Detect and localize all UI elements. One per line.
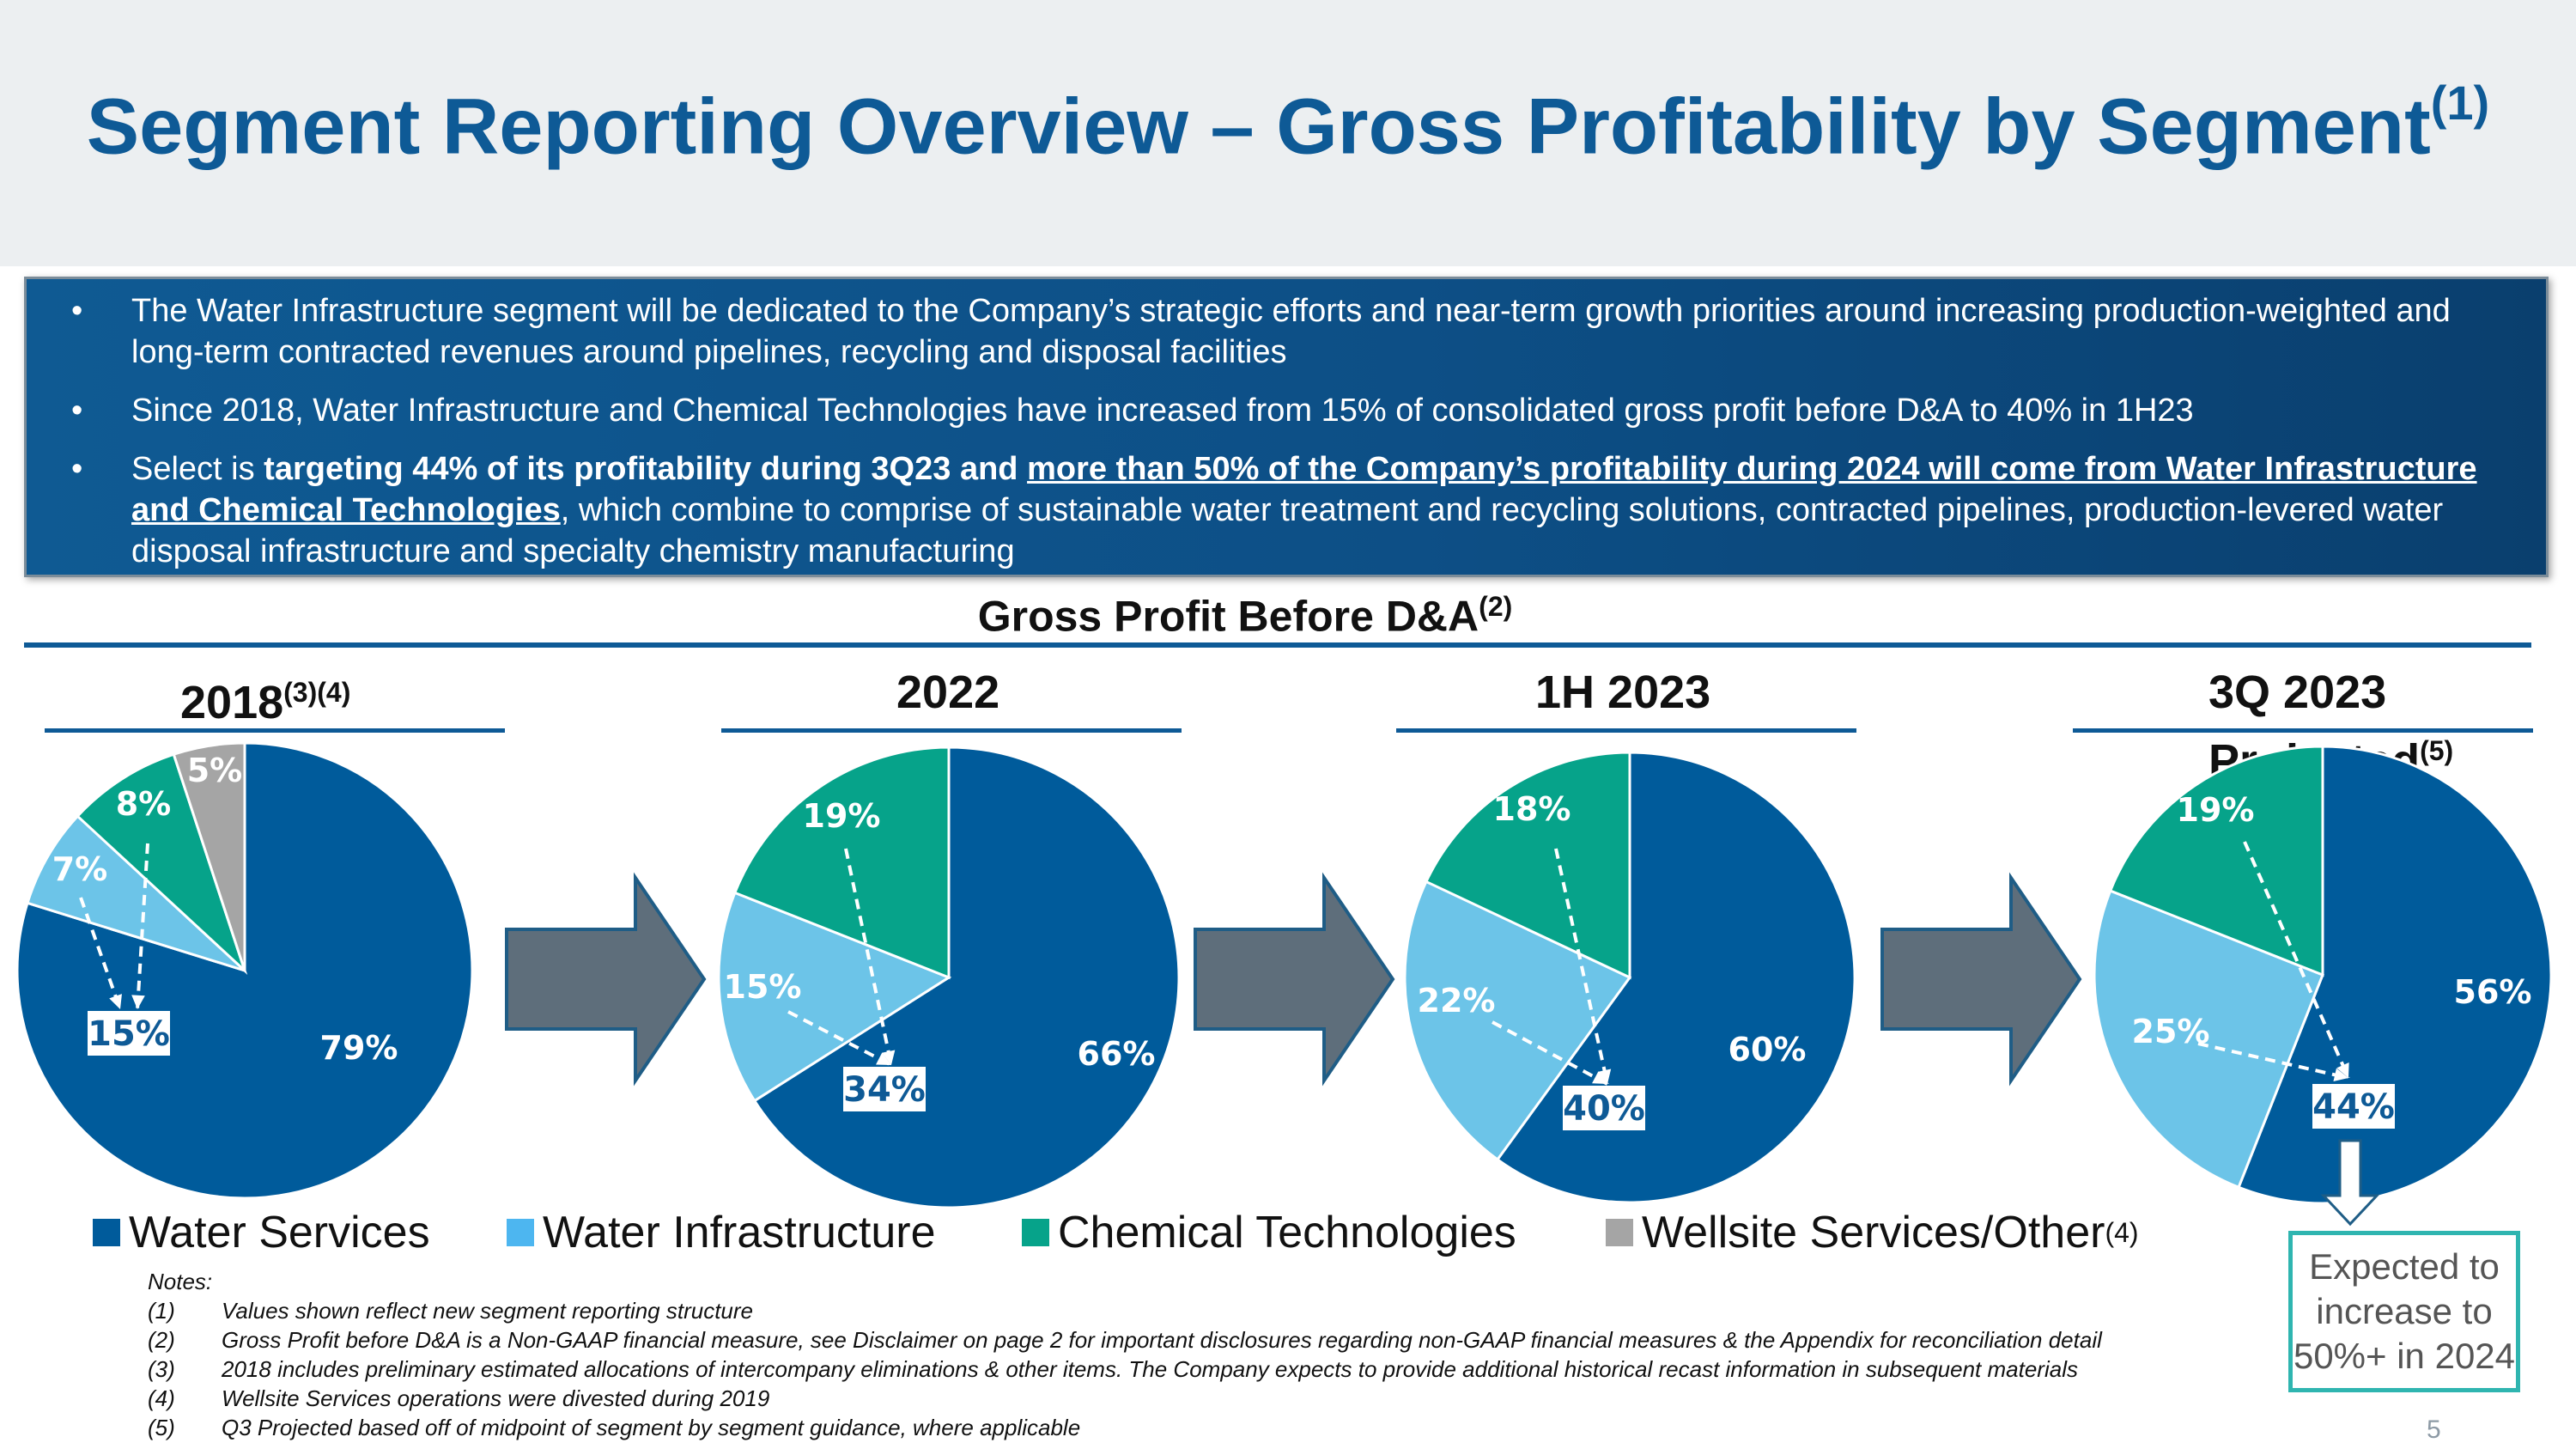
note-2: (2) Gross Profit before D&A is a Non-GAAP…: [148, 1327, 2102, 1353]
combined-label-3: 40%: [1563, 1089, 1645, 1129]
legend-swatch-chemical-technologies: [1022, 1219, 1049, 1246]
period-label-2022: 2022: [896, 667, 1000, 718]
notes-heading: Notes:: [148, 1269, 213, 1294]
pie-slice-water-infrastructure-1: [26, 814, 246, 972]
section-divider: [24, 642, 2531, 648]
slice-label-chemical-technologies-3: 18%: [1493, 790, 1571, 828]
summary-box: • The Water Infrastructure segment will b…: [24, 277, 2549, 577]
note-4: (4) Wellsite Services operations were div…: [148, 1385, 770, 1411]
pie-slice-chemical-technologies-3: [1424, 751, 1631, 980]
header-band: [0, 0, 2576, 266]
connector-arrowhead-4-2: [2336, 1062, 2349, 1078]
slice-label-water-services-4: 56%: [2454, 973, 2532, 1011]
connector-arrowhead-3-1: [1592, 1071, 1607, 1084]
pie-slice-wellsite-1: [172, 741, 246, 971]
legend-wellsite: Wellsite Services/Other (4): [1606, 1207, 2139, 1258]
slice-label-water-services-2: 66%: [1078, 1035, 1156, 1073]
connector-line-3-2: [1554, 848, 1609, 1085]
combined-label-1: 15%: [88, 1014, 170, 1054]
slice-label-water-infrastructure-1: 7%: [52, 850, 108, 888]
bullet-2: • Since 2018, Water Infrastructure and Ch…: [71, 393, 2194, 429]
legend-swatch-water-services: [93, 1219, 120, 1246]
combined-label-box-1: [88, 1011, 170, 1056]
period-underline-1h2023: [1396, 728, 1856, 733]
bullet-1: • The Water Infrastructure segment will b…: [71, 293, 2451, 370]
connector-line-4-1: [2197, 1042, 2349, 1080]
bullet-3: • Select is targeting 44% of its profitab…: [71, 451, 2477, 569]
note-1: (1) Values shown reflect new segment repo…: [148, 1298, 754, 1324]
connector-line-2-1: [787, 1010, 892, 1067]
callout-down-arrow: [2320, 1139, 2380, 1227]
connector-arrowhead-1-1: [109, 994, 122, 1009]
period-underline-2018: [45, 728, 505, 733]
slice-label-water-services-3: 60%: [1728, 1031, 1807, 1068]
section-title: Gross Profit Before D&A(2): [977, 591, 1513, 641]
slice-label-water-infrastructure-4: 25%: [2132, 1013, 2210, 1050]
legend-water-infrastructure: Water Infrastructure: [507, 1207, 936, 1258]
slice-label-chemical-technologies-1: 8%: [116, 785, 172, 823]
page-number: 5: [2427, 1416, 2441, 1444]
connector-line-1-1: [79, 897, 122, 1010]
connector-arrowhead-1-2: [131, 995, 145, 1009]
flow-arrow-3: [1880, 872, 2082, 1087]
connector-line-3-1: [1492, 1020, 1608, 1086]
legend-swatch-water-infrastructure: [507, 1219, 534, 1246]
footnotes: Notes: (1) Values shown reflect new segme…: [148, 1267, 2102, 1442]
combined-label-2: 34%: [843, 1070, 926, 1110]
callout-box: Expected to increase to 50%+ in 2024: [2288, 1231, 2520, 1392]
slice-label-water-infrastructure-3: 22%: [1418, 982, 1496, 1020]
legend-chemical-technologies: Chemical Technologies: [1022, 1207, 1516, 1258]
connector-arrowhead-2-1: [876, 1052, 891, 1065]
slice-label-water-infrastructure-2: 15%: [724, 968, 802, 1006]
period-label-1h2023: 1H 2023: [1535, 667, 1711, 718]
pie-slice-chemical-technologies-1: [76, 752, 248, 976]
slice-label-chemical-technologies-4: 19%: [2177, 791, 2255, 829]
legend-water-services: Water Services: [93, 1207, 430, 1258]
pie-slice-water-infrastructure-2: [717, 891, 952, 1103]
note-5: (5) Q3 Projected based off of midpoint of…: [148, 1415, 1081, 1440]
combined-label-box-2: [843, 1067, 926, 1111]
slice-label-chemical-technologies-2: 19%: [803, 797, 881, 835]
pie-slice-water-services-1: [15, 741, 474, 1200]
slice-label-water-services-1: 79%: [320, 1029, 398, 1067]
page-title: Segment Reporting Overview – Gross Profi…: [86, 76, 2490, 171]
pie-slice-chemical-technologies-4: [2108, 745, 2324, 977]
connector-line-2-2: [844, 848, 893, 1066]
flow-arrow-1: [505, 872, 707, 1087]
flow-arrow-2: [1194, 872, 1395, 1087]
combined-label-4: 44%: [2312, 1087, 2395, 1127]
connector-arrowhead-3-2: [1597, 1068, 1612, 1084]
note-3: (3) 2018 includes preliminary estimated a…: [148, 1356, 2078, 1382]
combined-label-box-4: [2312, 1084, 2395, 1129]
pie-slice-water-infrastructure-4: [2093, 889, 2324, 1190]
combined-label-box-3: [1563, 1086, 1645, 1130]
legend-swatch-wellsite: [1606, 1219, 1633, 1246]
connector-arrowhead-4-1: [2333, 1068, 2348, 1082]
connector-line-4-2: [2243, 841, 2350, 1079]
connector-arrowhead-2-2: [882, 1050, 896, 1065]
pie-slice-chemical-technologies-2: [732, 746, 951, 980]
period-underline-3q2023: [2073, 728, 2533, 733]
period-label-2018: 2018(3)(4): [180, 677, 351, 728]
period-underline-2022: [721, 728, 1182, 733]
slice-label-wellsite-1: 5%: [187, 752, 243, 789]
connector-line-1-2: [136, 843, 149, 1010]
